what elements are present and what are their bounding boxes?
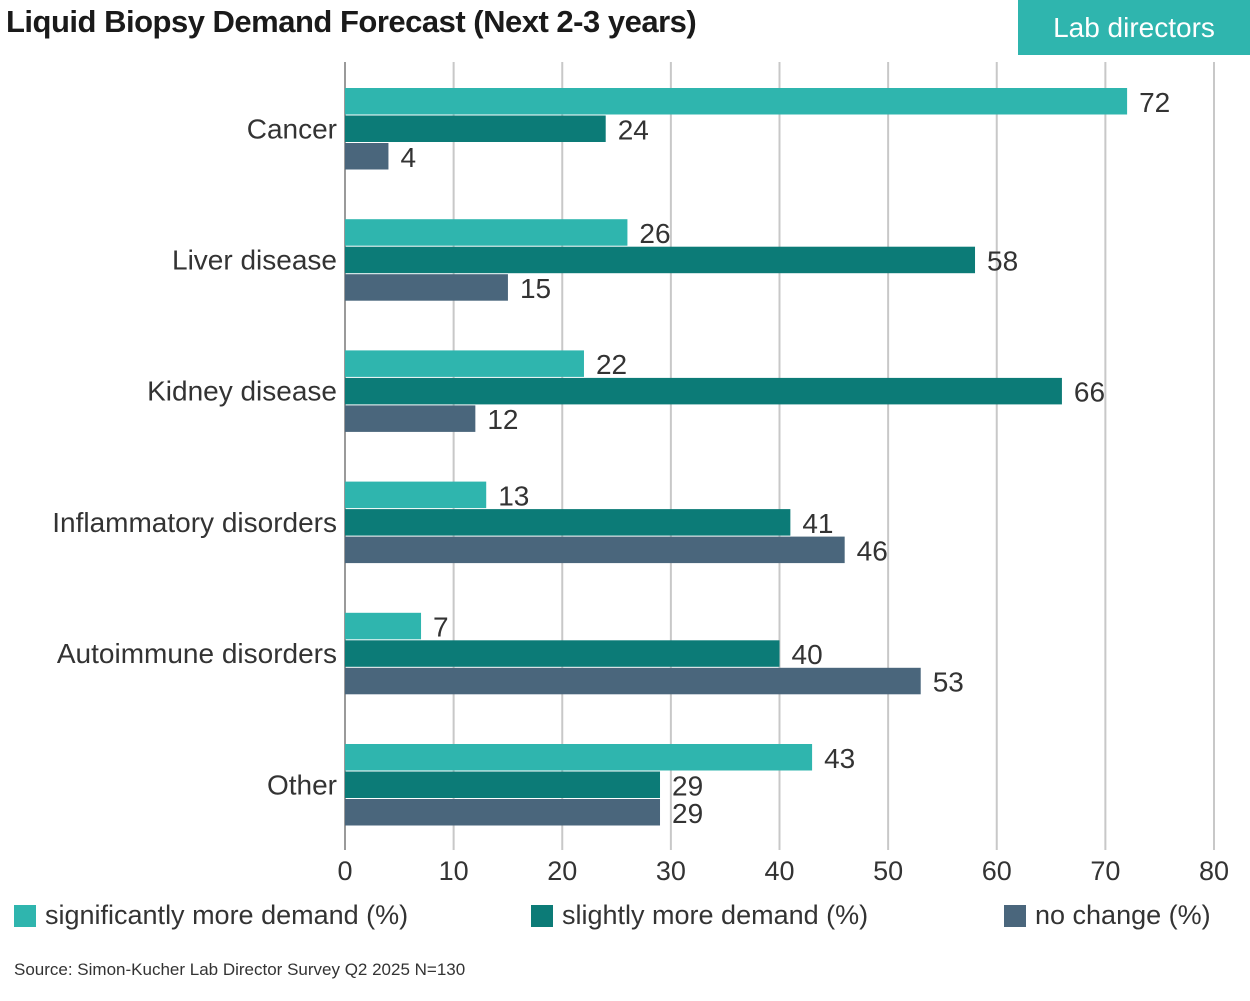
bar-inflammatory-disorders-series-1	[345, 509, 791, 536]
bar-inflammatory-disorders-series-0	[345, 481, 487, 509]
legend-label-slightly-more: slightly more demand (%)	[562, 900, 869, 930]
legend-item-slightly-more: slightly more demand (%)	[531, 900, 868, 931]
bar-liver-disease-series-2	[345, 274, 508, 301]
data-label-autoimmune-disorders-series-1: 40	[792, 639, 823, 670]
data-label-liver-disease-series-1: 58	[987, 245, 1018, 276]
bar-cancer-series-0	[345, 88, 1128, 115]
legend-item-no-change: no change (%)	[1004, 900, 1211, 931]
x-tick-label-40: 40	[764, 856, 794, 886]
bar-chart: 0 10 20 30 40 50 60 70 80 Cancer 72 24 4 Liver diseas…	[52, 62, 1229, 886]
data-label-other-series-0: 43	[824, 743, 855, 774]
bar-kidney-disease-series-1	[345, 377, 1062, 405]
legend-swatch-significantly-more	[14, 904, 36, 927]
legend: significantly more demand (%) slightly m…	[0, 900, 1250, 940]
data-label-inflammatory-disorders-series-2: 46	[857, 535, 888, 566]
legend-swatch-slightly-more	[531, 904, 553, 927]
data-label-inflammatory-disorders-series-0: 13	[498, 480, 529, 511]
x-tick-label-60: 60	[982, 856, 1012, 886]
data-label-other-series-1: 29	[672, 770, 703, 801]
data-label-liver-disease-series-2: 15	[520, 273, 551, 304]
data-label-other-series-2: 29	[672, 798, 703, 829]
category-label-inflammatory-disorders: Inflammatory disorders	[52, 507, 337, 538]
bar-autoimmune-disorders-series-0	[345, 612, 422, 640]
x-tick-label-80: 80	[1199, 856, 1229, 886]
x-tick-label-70: 70	[1090, 856, 1120, 886]
x-tick-label-30: 30	[656, 856, 686, 886]
x-tick-label-50: 50	[873, 856, 903, 886]
chart-title: Liquid Biopsy Demand Forecast (Next 2-3 …	[6, 4, 697, 39]
data-label-kidney-disease-series-2: 12	[487, 404, 518, 435]
data-label-kidney-disease-series-0: 22	[596, 349, 627, 380]
bar-kidney-disease-series-0	[345, 350, 584, 377]
category-label-other: Other	[267, 769, 337, 800]
audience-badge: Lab directors	[1018, 0, 1250, 55]
legend-swatch-no-change	[1004, 904, 1026, 927]
bar-cancer-series-1	[345, 115, 606, 142]
bar-liver-disease-series-1	[345, 246, 976, 274]
data-label-autoimmune-disorders-series-0: 7	[433, 612, 449, 643]
source-note: Source: Simon-Kucher Lab Director Survey…	[14, 960, 466, 979]
data-label-inflammatory-disorders-series-1: 41	[802, 508, 833, 539]
category-label-autoimmune-disorders: Autoimmune disorders	[57, 638, 337, 669]
bar-other-series-1	[345, 771, 661, 798]
bar-cancer-series-2	[345, 143, 389, 170]
data-label-liver-disease-series-0: 26	[639, 218, 670, 249]
data-label-kidney-disease-series-1: 66	[1074, 377, 1105, 408]
category-label-cancer: Cancer	[247, 113, 337, 144]
x-tick-label-0: 0	[337, 856, 352, 886]
category-label-liver-disease: Liver disease	[172, 244, 337, 275]
bar-inflammatory-disorders-series-2	[345, 536, 845, 564]
bar-liver-disease-series-0	[345, 219, 628, 246]
data-label-cancer-series-1: 24	[618, 114, 649, 145]
category-label-kidney-disease: Kidney disease	[147, 376, 337, 407]
x-tick-label-20: 20	[547, 856, 577, 886]
bar-autoimmune-disorders-series-1	[345, 640, 780, 667]
legend-label-significantly-more: significantly more demand (%)	[45, 900, 409, 930]
legend-label-no-change: no change (%)	[1035, 900, 1211, 930]
bar-kidney-disease-series-2	[345, 405, 476, 432]
data-label-cancer-series-2: 4	[400, 142, 416, 173]
data-label-cancer-series-0: 72	[1139, 87, 1170, 118]
bar-other-series-0	[345, 744, 813, 771]
bar-other-series-2	[345, 799, 661, 826]
legend-item-significantly-more: significantly more demand (%)	[14, 900, 408, 931]
data-label-autoimmune-disorders-series-2: 53	[933, 667, 964, 698]
bar-autoimmune-disorders-series-2	[345, 667, 921, 695]
x-tick-label-10: 10	[439, 856, 469, 886]
